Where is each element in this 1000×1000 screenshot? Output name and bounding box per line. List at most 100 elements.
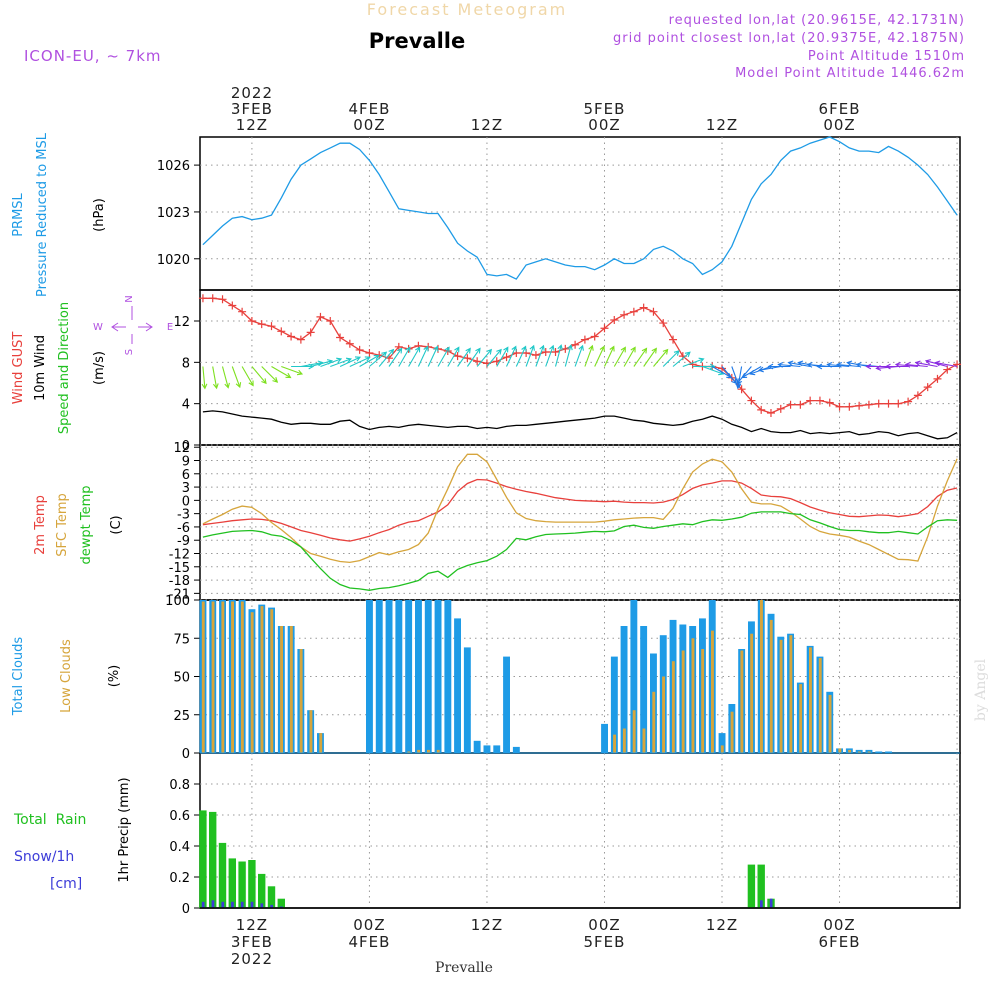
- wind-gust-marker: [218, 295, 227, 304]
- bottom-time-label: 2022: [231, 950, 273, 968]
- cloud-low-bar: [857, 751, 861, 753]
- wind-direction-arrow: [251, 366, 267, 385]
- wind-gust-marker: [639, 303, 648, 312]
- cloud-low-bar: [319, 733, 323, 753]
- cloud-low-bar: [867, 751, 871, 753]
- y-tick-label: 0: [182, 902, 190, 917]
- wind-direction-arrow: [221, 366, 230, 389]
- wind-direction-arrow: [682, 357, 705, 368]
- wind-direction-arrow: [271, 366, 292, 379]
- point-altitude: Point Altitude 1510m: [808, 49, 965, 64]
- y-tick-label: -18: [169, 574, 190, 589]
- precip-ylabel: 1hr Precip (mm): [117, 777, 132, 882]
- cloud-low-bar: [260, 606, 264, 753]
- top-time-label: 12Z: [471, 116, 503, 134]
- wind-direction-arrow: [736, 366, 752, 385]
- wind-gust-marker: [659, 319, 668, 328]
- wind-direction-arrow: [662, 350, 680, 367]
- wind-direction-arrow: [633, 347, 648, 367]
- wind-direction-arrow: [300, 360, 324, 368]
- cloud-total-bar: [503, 656, 510, 753]
- cloud-low-bar: [221, 601, 225, 753]
- wind-direction-arrow: [884, 363, 909, 370]
- cloud-low-bar: [750, 633, 754, 753]
- wind-direction-arrow: [584, 344, 594, 367]
- cloud-low-bar: [270, 609, 274, 753]
- wind-gust-marker: [296, 335, 305, 344]
- cloud-total-bar: [366, 600, 373, 753]
- wind-direction-arrow: [767, 363, 791, 370]
- wind-gust-marker: [228, 301, 237, 310]
- precip-total-bar: [238, 861, 246, 908]
- cloud-low-bar: [231, 601, 234, 753]
- wind-gust-marker: [541, 348, 550, 356]
- cloud-total-bar: [463, 647, 471, 753]
- precip-snow-bar: [201, 901, 205, 908]
- pressure-label-prmsl: PRMSL: [11, 192, 26, 236]
- cloud-low-bar: [642, 728, 646, 753]
- cloud-total-bar: [375, 600, 383, 753]
- cloud-low-bar: [818, 658, 822, 753]
- wind-gust-marker: [600, 324, 609, 333]
- precip-total-bar: [267, 886, 276, 908]
- y-tick-label: 0.2: [169, 871, 190, 886]
- cloud-low-bar: [848, 749, 852, 753]
- cloud-total-bar: [601, 723, 608, 753]
- wind-ylabel: (m/s): [92, 351, 107, 385]
- cloud-total-bar: [473, 740, 481, 753]
- wind-direction-arrow: [721, 366, 737, 385]
- wind-direction-arrow: [427, 345, 439, 367]
- wind-gust-marker: [669, 335, 678, 344]
- wind-direction-arrow: [735, 366, 743, 390]
- wind-gust-marker: [267, 322, 276, 331]
- wind-direction-arrow: [672, 351, 691, 367]
- cloud-total-bar: [718, 733, 726, 753]
- wind-gust-marker: [287, 332, 296, 341]
- bottom-time-label: 12Z: [706, 916, 738, 934]
- wind-gust-marker: [247, 317, 256, 325]
- wind-direction-arrow: [330, 357, 352, 368]
- precip-snow-bar: [270, 904, 273, 908]
- precip-snow-bar: [769, 898, 773, 908]
- wind-direction-arrow: [623, 346, 636, 367]
- wind-gust-marker: [718, 364, 727, 373]
- wind-direction-arrow: [241, 366, 254, 387]
- y-tick-label: 12: [173, 315, 190, 330]
- wind-gust-marker: [904, 397, 913, 406]
- wind-gust-marker: [580, 335, 589, 344]
- chart-title: Prevalle: [369, 29, 466, 53]
- temp-label-dewpt: dewpt Temp: [79, 485, 94, 564]
- wind-direction-arrow: [261, 366, 279, 383]
- y-tick-label: 0.4: [169, 840, 190, 855]
- wind-direction-arrow: [466, 347, 481, 367]
- wind-direction-arrow: [914, 360, 938, 368]
- wind-direction-arrow: [378, 348, 395, 367]
- cloud-total-bar: [395, 600, 403, 753]
- cloud-low-bar: [436, 749, 440, 753]
- wind-direction-arrow: [934, 360, 958, 368]
- cloud-total-bar: [610, 656, 618, 753]
- wind-gust-marker: [953, 360, 962, 369]
- top-time-label: 12Z: [236, 116, 268, 134]
- y-tick-label: 1020: [157, 253, 190, 268]
- wind-gust-marker: [855, 401, 864, 410]
- cloud-low-bar: [769, 619, 773, 753]
- cloud-total-bar: [483, 745, 491, 753]
- wind-direction-arrow: [653, 348, 669, 367]
- wind-label-10m: 10m Wind: [33, 335, 48, 401]
- y-tick-label: -21: [169, 587, 190, 602]
- temp-sfc-line: [202, 453, 958, 564]
- wind-gust-marker: [845, 402, 854, 411]
- cloud-low-bar: [662, 676, 665, 753]
- precip-total-bar: [747, 864, 756, 908]
- top-time-label: 00Z: [353, 116, 385, 134]
- compass-e: E: [167, 322, 173, 333]
- cloud-low-bar: [309, 710, 313, 753]
- wind-direction-arrow: [476, 348, 493, 367]
- precip-snow-bar: [231, 901, 234, 908]
- bottom-time-label: 00Z: [588, 916, 620, 934]
- wind-gust-marker: [766, 408, 775, 417]
- y-tick-label: 0.8: [169, 778, 190, 793]
- wind-direction-arrow: [643, 347, 657, 367]
- cloud-ylabel: (%): [107, 665, 122, 688]
